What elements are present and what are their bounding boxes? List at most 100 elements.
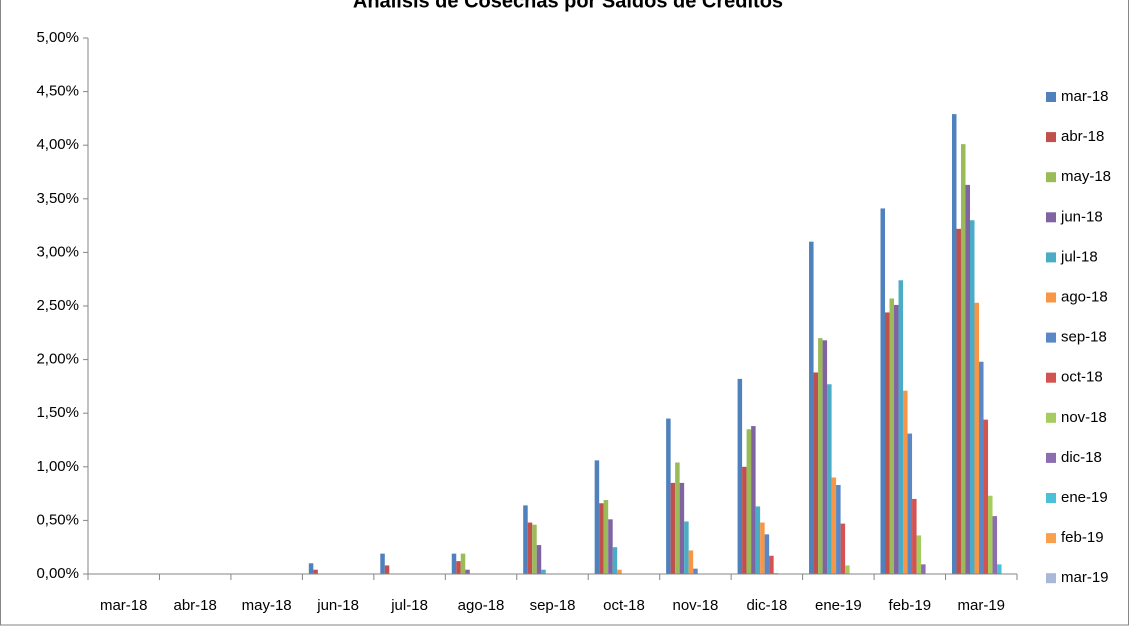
bar <box>880 208 886 574</box>
x-tick-label: ene-19 <box>815 597 862 614</box>
bar <box>456 561 461 574</box>
bar <box>809 241 814 574</box>
y-tick-label: 4,50% <box>36 83 79 100</box>
bar <box>384 565 390 574</box>
bar <box>308 563 314 574</box>
bar <box>988 495 993 574</box>
bar <box>764 534 770 574</box>
bar <box>612 547 618 574</box>
x-tick-label: nov-18 <box>672 597 718 614</box>
bar <box>536 545 542 574</box>
legend-label: jul-18 <box>1060 248 1098 265</box>
bar <box>666 418 671 574</box>
bar <box>997 564 1002 574</box>
legend-swatch <box>1046 292 1056 303</box>
y-tick-label: 2,00% <box>36 351 79 368</box>
bar <box>688 550 694 574</box>
legend-swatch <box>1046 573 1056 584</box>
bar <box>684 521 689 574</box>
bar <box>889 298 895 574</box>
legend-swatch <box>1046 252 1056 263</box>
legend-swatch <box>1046 132 1056 143</box>
x-tick-label: ago-18 <box>458 597 505 614</box>
x-tick-label: dic-18 <box>746 597 787 614</box>
bar <box>960 144 966 575</box>
bar <box>956 228 961 575</box>
legend-label: may-18 <box>1061 168 1111 185</box>
bar <box>737 378 743 574</box>
legend-label: ene-19 <box>1061 489 1108 506</box>
bar <box>965 184 971 574</box>
bar <box>532 524 537 574</box>
y-tick-label: 3,50% <box>36 190 79 207</box>
legend-label: oct-18 <box>1061 369 1103 386</box>
bar <box>845 565 850 574</box>
bar <box>760 522 765 574</box>
x-tick-label: jun-18 <box>316 597 359 614</box>
y-tick-label: 5,00% <box>36 29 79 46</box>
legend-swatch <box>1046 172 1056 183</box>
bar <box>907 433 913 574</box>
bar <box>970 220 975 575</box>
x-tick-label: mar-19 <box>958 597 1006 614</box>
bar <box>818 338 823 574</box>
bar <box>898 280 904 574</box>
bar <box>617 569 622 574</box>
legend-swatch <box>1046 452 1056 463</box>
bar <box>675 462 680 574</box>
legend-label: feb-19 <box>1061 529 1104 546</box>
bar <box>992 516 998 574</box>
bar <box>983 419 989 574</box>
x-tick-label: oct-18 <box>603 597 645 614</box>
legend-label: jun-18 <box>1060 208 1103 225</box>
x-tick-label: abr-18 <box>174 597 217 614</box>
legend-swatch <box>1046 493 1056 503</box>
bar <box>912 498 917 574</box>
y-tick-label: 0,00% <box>36 565 79 582</box>
legend-label: sep-18 <box>1061 329 1107 346</box>
bar <box>894 304 899 574</box>
bar <box>693 568 698 574</box>
bar <box>380 553 385 574</box>
bar <box>773 572 779 574</box>
bar <box>827 384 832 574</box>
bar <box>599 503 604 574</box>
legend-label: ago-18 <box>1061 288 1108 305</box>
bar <box>608 519 613 574</box>
legend-label: mar-19 <box>1061 569 1109 586</box>
bar <box>831 477 837 574</box>
bar <box>603 500 609 574</box>
bar <box>460 553 466 574</box>
legend-swatch <box>1046 372 1056 383</box>
x-tick-label: sep-18 <box>530 597 576 614</box>
y-tick-label: 3,00% <box>36 243 79 260</box>
y-tick-label: 1,00% <box>36 458 79 475</box>
x-tick-label: feb-19 <box>889 597 932 614</box>
bar <box>813 372 819 574</box>
bar <box>751 426 756 574</box>
legend-label: mar-18 <box>1061 88 1109 105</box>
legend-label: abr-18 <box>1061 128 1104 145</box>
legend-swatch <box>1046 412 1056 423</box>
chart-title: Análisis de Cosechas por Saldos de Crédi… <box>353 0 783 12</box>
bar <box>742 466 747 574</box>
bar <box>451 553 457 574</box>
legend-swatch <box>1046 92 1056 102</box>
legend-swatch <box>1046 533 1056 544</box>
bar <box>523 505 528 574</box>
bar <box>974 302 980 574</box>
y-tick-label: 1,50% <box>36 404 79 421</box>
legend-swatch <box>1046 212 1056 223</box>
y-tick-label: 4,00% <box>36 136 79 153</box>
x-tick-label: mar-18 <box>100 597 148 614</box>
bar <box>465 569 470 574</box>
bar <box>951 114 957 574</box>
bar <box>769 555 774 574</box>
bar <box>746 429 752 574</box>
x-tick-label: may-18 <box>242 597 292 614</box>
legend-label: nov-18 <box>1061 409 1107 426</box>
bar <box>755 506 761 574</box>
x-tick-label: jul-18 <box>390 597 428 614</box>
